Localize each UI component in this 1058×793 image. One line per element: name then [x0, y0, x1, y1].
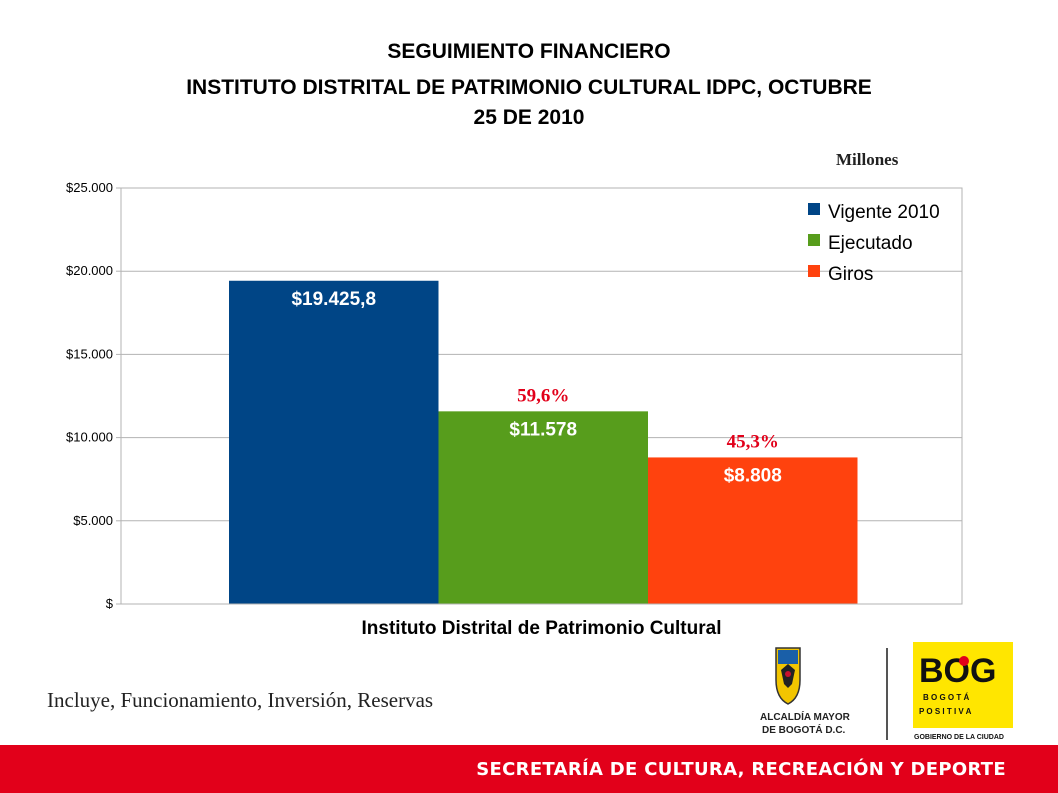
- plot-area-frame: [120, 187, 963, 605]
- bar-giros: [648, 457, 858, 604]
- legend-swatch: [808, 265, 820, 277]
- logo-divider: [886, 648, 888, 740]
- legend-label: Ejecutado: [828, 233, 913, 254]
- footer-text: SECRETARÍA DE CULTURA, RECREACIÓN Y DEPO…: [476, 759, 1006, 780]
- legend-swatch: [808, 203, 820, 215]
- title-line-2: INSTITUTO DISTRITAL DE PATRIMONIO CULTUR…: [186, 76, 872, 99]
- bar-value-label: $11.578: [509, 419, 577, 440]
- bars: [229, 280, 858, 604]
- alcaldia-line-2: DE BOGOTÁ D.C.: [762, 723, 846, 736]
- bogota-positiva-logo: BOG B O G O T Á P O S I T I V A GOBIERNO…: [913, 642, 1013, 741]
- bar-value-label: $19.425,8: [291, 289, 376, 310]
- axes: $ $5.000 $10.000 $15.000 $20.000 $25.000 Insti…: [66, 180, 963, 639]
- data-labels: $19.425,8 $11.578 59,6% $8.808 45,3%: [291, 289, 781, 487]
- alcaldia-bogota-logo: ALCALDÍA MAYOR DE BOGOTÁ D.C.: [760, 647, 851, 736]
- bog-caption: GOBIERNO DE LA CIUDAD: [914, 734, 1004, 741]
- bog-line-1: B O G O T Á: [923, 693, 969, 702]
- legend-swatch: [808, 234, 820, 246]
- y-tick-label: $: [106, 596, 114, 611]
- y-tick-label: $15.000: [66, 346, 113, 361]
- bar-percent-label: 45,3%: [727, 431, 779, 452]
- bar-chart: $19.425,8 $11.578 59,6% $8.808 45,3% $ $5.000…: [66, 180, 963, 639]
- legend-label: Giros: [828, 264, 873, 285]
- x-axis-category-label: Instituto Distrital de Patrimonio Cultur…: [362, 618, 722, 639]
- alcaldia-line-1: ALCALDÍA MAYOR: [760, 710, 851, 723]
- legend-label: Vigente 2010: [828, 202, 940, 223]
- bog-mark: BOG: [919, 652, 996, 690]
- footnote: Incluye, Funcionamiento, Inversión, Rese…: [47, 688, 434, 712]
- unit-label: Millones: [836, 150, 899, 169]
- bog-line-2: P O S I T I V A: [919, 707, 972, 716]
- bar-percent-label: 59,6%: [517, 385, 569, 406]
- bar-value-label: $8.808: [724, 465, 782, 486]
- legend: Vigente 2010 Ejecutado Giros: [808, 202, 940, 285]
- y-tick-label: $5.000: [73, 513, 113, 528]
- bar-ejecutado: [438, 411, 648, 604]
- y-tick-label: $10.000: [66, 430, 113, 445]
- title-line-1: SEGUIMIENTO FINANCIERO: [387, 40, 671, 63]
- y-tick-label: $20.000: [66, 263, 113, 278]
- bar-vigente-2010: [229, 280, 439, 604]
- y-tick-label: $25.000: [66, 180, 113, 195]
- title-line-3: 25 DE 2010: [473, 106, 585, 129]
- footer-bar: SECRETARÍA DE CULTURA, RECREACIÓN Y DEPO…: [0, 745, 1058, 793]
